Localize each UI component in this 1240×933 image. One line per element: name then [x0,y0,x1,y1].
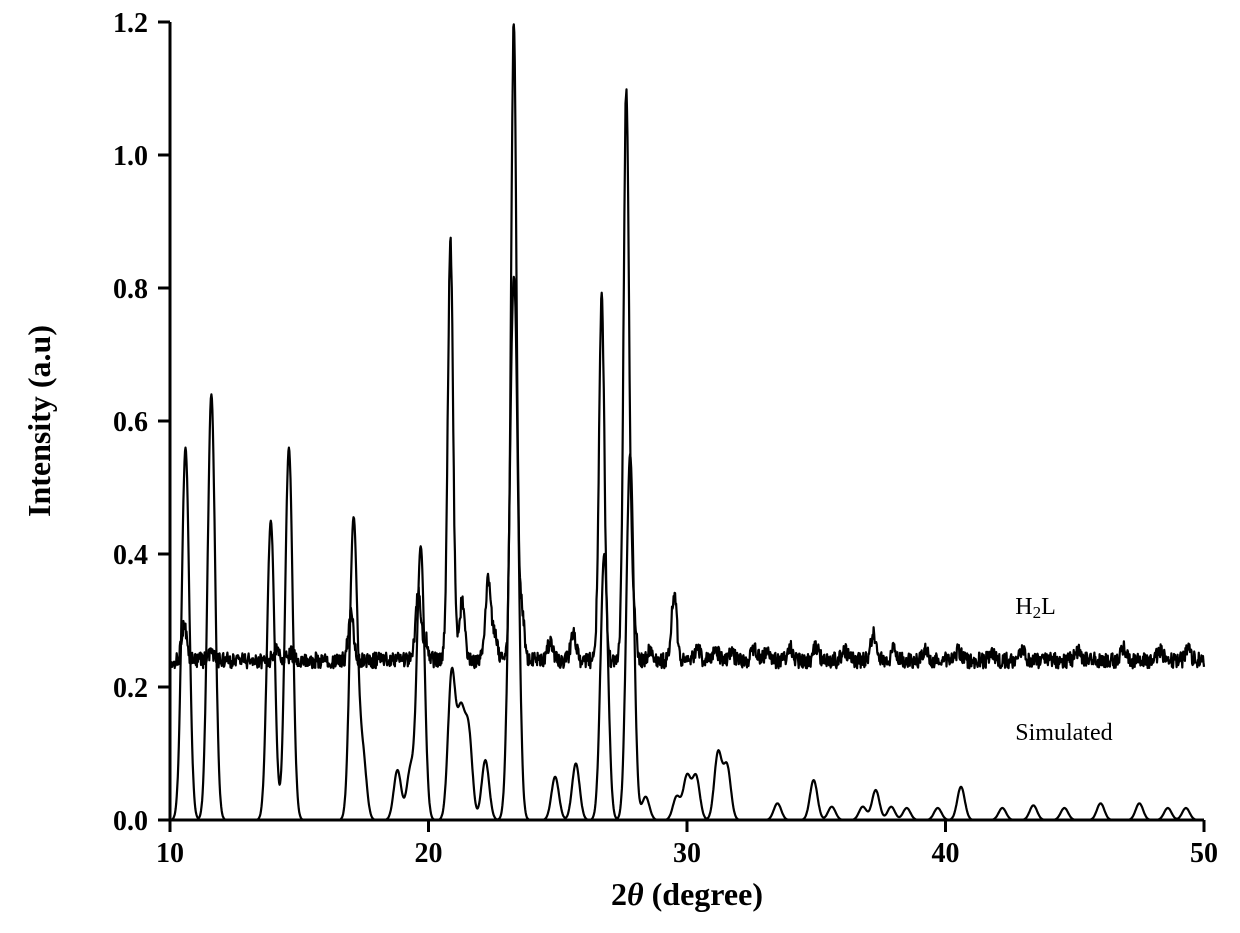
y-tick-label: 0.6 [113,407,148,438]
x-tick-label: 50 [1190,838,1218,869]
y-tick-label: 0.2 [113,673,148,704]
x-axis-label: 2θ (degree) [611,876,763,912]
y-tick-label: 0.4 [113,540,148,571]
y-tick-label: 1.0 [113,141,148,172]
series-label-simulated: Simulated [1015,720,1112,746]
y-tick-label: 0.8 [113,274,148,305]
x-tick-label: 40 [932,838,960,869]
y-tick-label: 1.2 [113,8,148,39]
y-axis-label: Intensity (a.u) [21,325,57,517]
x-tick-label: 30 [673,838,701,869]
x-tick-label: 20 [415,838,443,869]
xrd-chart: 10 20 30 40 50 0.0 0.2 0.4 0.6 0.8 1.0 1.2 2θ (degre… [0,0,1240,933]
y-tick-label: 0.0 [113,806,148,837]
chart-svg: 10 20 30 40 50 0.0 0.2 0.4 0.6 0.8 1.0 1.2 2θ (degre… [0,0,1240,933]
x-tick-label: 10 [156,838,184,869]
